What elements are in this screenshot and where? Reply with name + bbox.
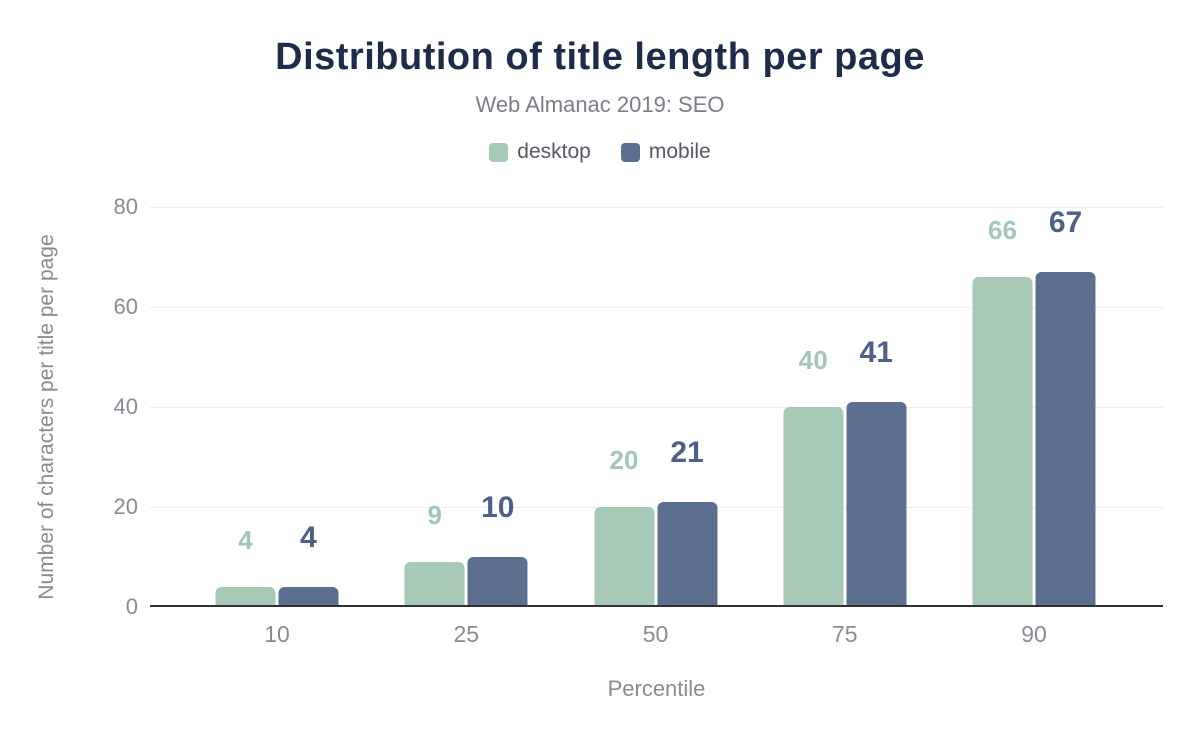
bar-desktop-25 bbox=[404, 562, 465, 607]
legend-swatch-mobile bbox=[620, 142, 640, 162]
bar-value-label-mobile-90: 67 bbox=[1048, 206, 1083, 239]
chart-title: Distribution of title length per page bbox=[275, 36, 925, 78]
gridline-80 bbox=[150, 207, 1163, 208]
bar-col-mobile-75: 41 bbox=[846, 336, 907, 607]
bar-col-mobile-10: 4 bbox=[278, 521, 339, 607]
y-tick-label-60: 60 bbox=[113, 294, 138, 319]
bar-value-label-desktop-75: 40 bbox=[798, 345, 828, 375]
bar-group-50: 20 21 bbox=[594, 438, 717, 607]
bar-value-label-mobile-10: 4 bbox=[300, 521, 317, 554]
bar-col-mobile-90: 67 bbox=[1035, 206, 1096, 607]
bar-col-desktop-50: 20 bbox=[594, 447, 654, 607]
x-axis-line bbox=[150, 605, 1163, 607]
gridline-40 bbox=[150, 407, 1163, 408]
gridline-20 bbox=[150, 507, 1163, 508]
bar-col-mobile-50: 21 bbox=[657, 438, 717, 607]
bar-value-label-mobile-75: 41 bbox=[859, 336, 893, 369]
x-tick-label-90: 90 bbox=[1021, 621, 1047, 647]
plot-area: 4 4 9 10 20 21 40 41 66 67 bbox=[150, 207, 1163, 607]
bar-value-label-desktop-25: 9 bbox=[427, 500, 442, 530]
bar-value-label-desktop-90: 66 bbox=[988, 215, 1017, 245]
bar-desktop-50 bbox=[594, 507, 654, 607]
bar-col-desktop-25: 9 bbox=[404, 500, 465, 607]
y-tick-label-0: 0 bbox=[125, 594, 138, 619]
legend-label-mobile: mobile bbox=[648, 140, 711, 163]
bar-value-label-mobile-50: 21 bbox=[670, 436, 704, 469]
bar-col-desktop-75: 40 bbox=[783, 345, 844, 607]
bar-desktop-75 bbox=[783, 407, 844, 607]
bar-desktop-10 bbox=[215, 587, 276, 607]
legend: desktop mobile bbox=[0, 140, 1200, 164]
bar-mobile-90 bbox=[1035, 272, 1096, 607]
chart-subtitle: Web Almanac 2019: SEO bbox=[475, 92, 725, 117]
x-tick-label-50: 50 bbox=[642, 621, 669, 647]
bar-mobile-50 bbox=[657, 502, 717, 607]
y-tick-label-20: 20 bbox=[113, 494, 138, 519]
bar-desktop-90 bbox=[972, 277, 1033, 607]
legend-label-desktop: desktop bbox=[517, 140, 591, 163]
y-tick-label-80: 80 bbox=[113, 194, 138, 219]
bar-group-25: 9 10 bbox=[404, 491, 528, 607]
bar-value-label-mobile-25: 10 bbox=[481, 491, 515, 524]
bar-col-desktop-90: 66 bbox=[972, 215, 1033, 607]
x-axis-title: Percentile bbox=[607, 676, 706, 701]
bar-group-75: 40 41 bbox=[783, 336, 907, 607]
bar-mobile-75 bbox=[846, 402, 907, 607]
bar-col-mobile-25: 10 bbox=[467, 491, 528, 607]
bar-mobile-10 bbox=[278, 587, 339, 607]
bar-mobile-25 bbox=[467, 557, 528, 607]
bar-value-label-desktop-50: 20 bbox=[609, 445, 639, 475]
gridline-60 bbox=[150, 307, 1163, 308]
legend-swatch-desktop bbox=[489, 142, 509, 162]
x-tick-label-75: 75 bbox=[831, 621, 858, 647]
legend-item-mobile: mobile bbox=[620, 140, 711, 164]
x-tick-label-10: 10 bbox=[264, 621, 290, 647]
bar-value-label-desktop-10: 4 bbox=[238, 525, 253, 555]
bar-col-desktop-10: 4 bbox=[215, 525, 276, 607]
bar-group-90: 66 67 bbox=[972, 206, 1096, 607]
x-tick-label-25: 25 bbox=[453, 621, 480, 647]
legend-item-desktop: desktop bbox=[489, 140, 591, 164]
y-tick-label-40: 40 bbox=[113, 394, 138, 419]
